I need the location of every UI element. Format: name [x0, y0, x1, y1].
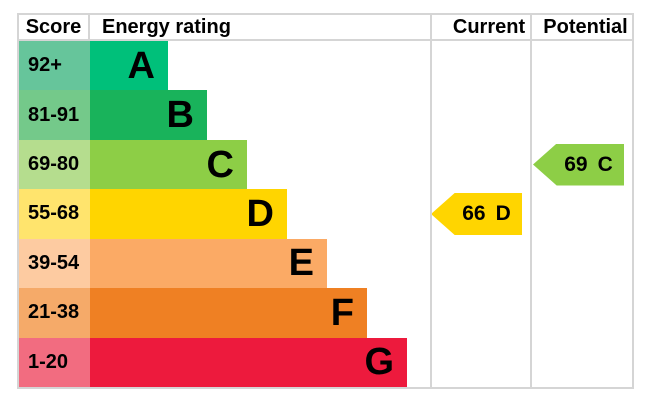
band-row: 1-20 G	[19, 337, 632, 387]
epc-table-frame: Score Energy rating Current Potential 92…	[17, 13, 634, 389]
energy-band-bar: C	[90, 139, 247, 190]
current-score-value: 66	[462, 202, 486, 226]
potential-column-header: Potential	[543, 16, 628, 38]
score-range-cell: 81-91	[19, 90, 90, 140]
score-range-cell: 92+	[19, 41, 90, 91]
score-range-cell: 39-54	[19, 238, 90, 289]
energy-band-bar: F	[90, 288, 367, 338]
band-rows: 92+ A 81-91 B 69-80 C 69 C 55-68 D 66 D 39…	[19, 41, 632, 387]
potential-score-value: 69	[564, 153, 588, 177]
score-range-cell: 21-38	[19, 288, 90, 338]
current-arrow: 66 D	[431, 192, 522, 235]
energy-band-bar: A	[90, 41, 168, 91]
current-band-letter: D	[495, 202, 511, 226]
band-row: 92+ A	[19, 41, 632, 91]
potential-arrow: 69 C	[533, 143, 624, 186]
potential-column-divider	[530, 15, 532, 387]
energy-band-bar: B	[90, 90, 207, 140]
current-column-header: Current	[452, 16, 526, 38]
energy-band-bar: D	[90, 189, 287, 239]
score-column-header: Score	[19, 15, 90, 39]
score-range-cell: 55-68	[19, 189, 90, 239]
energy-band-bar: E	[90, 238, 327, 289]
band-row: 69-80 C 69 C	[19, 139, 632, 190]
band-row: 21-38 F	[19, 288, 632, 338]
potential-band-letter: C	[597, 153, 613, 177]
score-range-cell: 1-20	[19, 337, 90, 387]
band-row: 39-54 E	[19, 238, 632, 289]
energy-rating-column-header: Energy rating	[102, 16, 231, 38]
band-row: 81-91 B	[19, 90, 632, 140]
score-range-cell: 69-80	[19, 139, 90, 190]
band-row: 55-68 D 66 D	[19, 189, 632, 239]
current-column-divider	[430, 15, 432, 387]
energy-band-bar: G	[90, 337, 407, 387]
table-header: Score Energy rating Current Potential	[19, 15, 632, 41]
